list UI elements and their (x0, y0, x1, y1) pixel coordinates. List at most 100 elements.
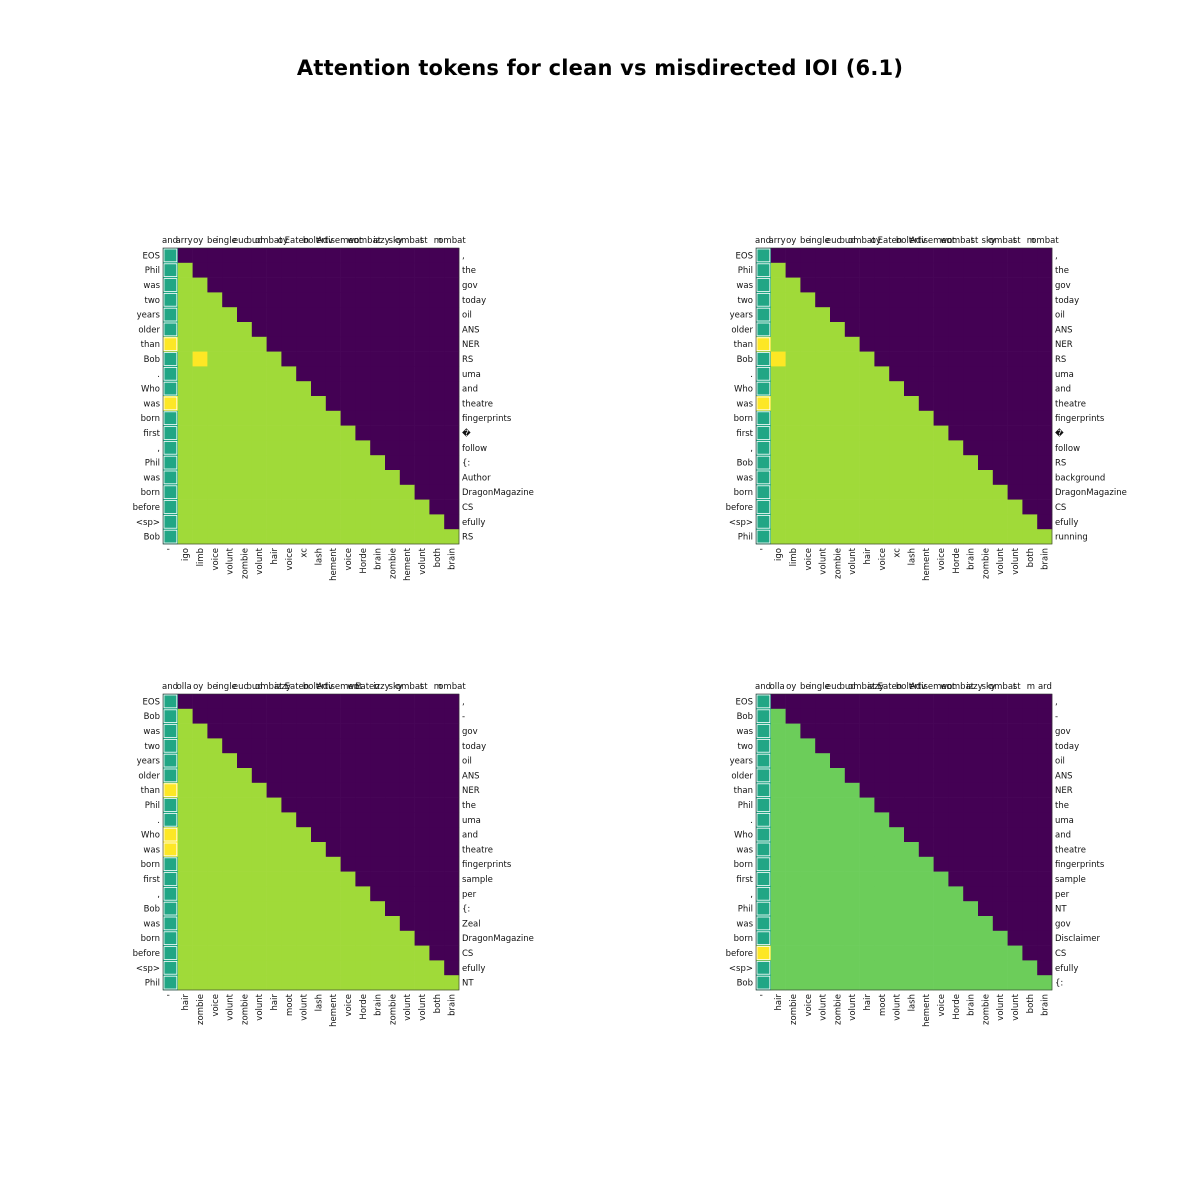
heatmap-cell (1022, 768, 1038, 784)
heatmap-cell (296, 738, 312, 754)
heatmap-cell (325, 916, 341, 932)
heatmap-cell (770, 499, 786, 515)
heatmap-cell (948, 366, 964, 382)
heatmap-cell (948, 529, 964, 545)
heatmap-cell (355, 499, 371, 515)
cell-outline (163, 901, 178, 916)
top-label: ombat (255, 682, 283, 692)
heatmap-cell (800, 753, 816, 769)
heatmap-cell (1007, 975, 1023, 991)
row-label: two (738, 742, 754, 752)
heatmap-cell (992, 916, 1008, 932)
heatmap-cell (414, 768, 430, 784)
cell-outline (163, 485, 178, 500)
heatmap-cell (325, 856, 341, 872)
heatmap-cell (266, 336, 282, 352)
heatmap-cell (266, 812, 282, 828)
heatmap-cell (370, 871, 386, 887)
top-label: oy (278, 236, 288, 246)
heatmap-cell (918, 842, 934, 858)
heatmap-cell (429, 782, 445, 798)
heatmap-cell (266, 366, 282, 382)
heatmap-cell (830, 871, 846, 887)
heatmap-cell (978, 842, 994, 858)
heatmap-cell (399, 827, 415, 843)
row-label: <sp> (729, 518, 753, 528)
heatmap-cell (770, 322, 786, 338)
heatmap-cell (311, 738, 327, 754)
bottom-label: brain (374, 994, 384, 1016)
heatmap-cell (311, 930, 327, 946)
top-label: izzy (373, 236, 389, 246)
top-label: arry (176, 236, 193, 246)
row-label: older (138, 325, 160, 335)
bottom-label: volunt (255, 547, 265, 574)
heatmap-cell (770, 945, 786, 961)
heatmap-cell (399, 945, 415, 961)
heatmap-cell (222, 307, 238, 323)
heatmap-cell (770, 723, 786, 739)
heatmap-cell (978, 410, 994, 426)
heatmap-cell (399, 336, 415, 352)
row-label: first (143, 875, 160, 885)
heatmap-cell (207, 499, 223, 515)
cell-outline (163, 278, 178, 292)
heatmap-cell (340, 425, 356, 441)
heatmap-cell (859, 529, 875, 545)
heatmap-cell (830, 277, 846, 293)
right-label: gov (462, 281, 478, 291)
heatmap-cell (963, 738, 979, 754)
heatmap-cell (800, 425, 816, 441)
cell-outline (163, 916, 178, 931)
heatmap-cell (266, 768, 282, 784)
heatmap-cell (355, 827, 371, 843)
heatmap-cell (192, 262, 208, 278)
heatmap-cell (978, 871, 994, 887)
row-label: Who (734, 385, 753, 395)
heatmap-cell (325, 782, 341, 798)
heatmap-cell (844, 856, 860, 872)
heatmap-cell (963, 708, 979, 724)
top-label: ombat (255, 236, 283, 246)
heatmap-cell (874, 455, 890, 471)
heatmap-cell (266, 514, 282, 530)
heatmap-cell (414, 396, 430, 412)
cell-outline (163, 724, 178, 738)
heatmap-cell (800, 945, 816, 961)
heatmap-cell (311, 945, 327, 961)
heatmap-cell (296, 396, 312, 412)
right-label: today (462, 296, 486, 306)
heatmap-cell (859, 827, 875, 843)
heatmap-cell (370, 916, 386, 932)
row-label: was (736, 399, 753, 409)
row-label: EOS (736, 697, 753, 707)
heatmap-cell (1022, 322, 1038, 338)
heatmap-cell (1022, 797, 1038, 813)
cell-outline (163, 514, 178, 529)
heatmap-cell (992, 768, 1008, 784)
heatmap-cell (844, 440, 860, 456)
heatmap-cell (370, 901, 386, 917)
heatmap-cell (948, 782, 964, 798)
heatmap-cell (192, 723, 208, 739)
row-label: was (143, 473, 160, 483)
heatmap-cell (207, 484, 223, 500)
heatmap-cell (800, 396, 816, 412)
heatmap-cell (385, 708, 401, 724)
heatmap-cell (429, 856, 445, 872)
heatmap-cell (815, 694, 831, 710)
cell-outline (163, 381, 178, 396)
top-label: and (162, 236, 178, 246)
bottom-label: hement (403, 547, 413, 581)
right-label: DragonMagazine (462, 934, 534, 944)
heatmap-cell (399, 871, 415, 887)
right-label: , (1055, 251, 1058, 261)
heatmap-cell (978, 856, 994, 872)
top-label: ombat (438, 682, 466, 692)
heatmap-cell (414, 753, 430, 769)
heatmap-cell (815, 812, 831, 828)
heatmap-cell (978, 262, 994, 278)
heatmap-cell (933, 248, 949, 264)
heatmap-cell (237, 381, 253, 397)
heatmap-cell (844, 292, 860, 308)
